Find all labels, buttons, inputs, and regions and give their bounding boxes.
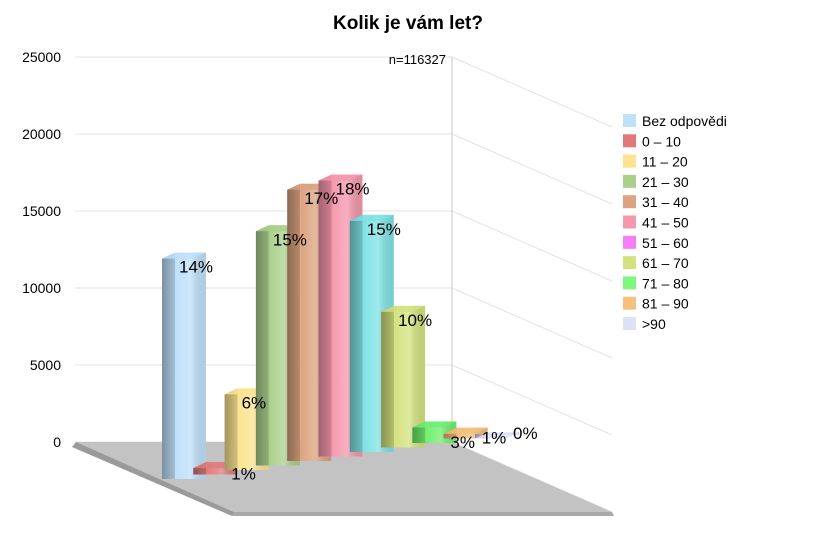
legend-swatch xyxy=(623,174,636,188)
legend-item: 21 – 30 xyxy=(623,174,689,190)
bar-top xyxy=(381,305,426,312)
bar xyxy=(443,427,488,439)
legend-item: 51 – 60 xyxy=(623,235,689,251)
bar-front-shade xyxy=(175,252,206,479)
legend-item: 41 – 50 xyxy=(623,215,689,231)
legend-swatch xyxy=(623,215,636,229)
bar-top xyxy=(318,174,363,181)
legend-label: 71 – 80 xyxy=(642,275,689,291)
legend-label: 41 – 50 xyxy=(642,215,689,231)
bar xyxy=(475,432,519,439)
legend-swatch xyxy=(623,296,636,310)
legend-swatch xyxy=(623,154,636,168)
legend-label: 0 – 10 xyxy=(642,133,681,149)
legend-swatch xyxy=(623,134,636,148)
bar-side-shade xyxy=(381,305,395,448)
bar-top xyxy=(349,214,394,221)
gridline-side xyxy=(451,210,613,282)
legend-label: 51 – 60 xyxy=(642,235,689,251)
legend-label: 11 – 20 xyxy=(642,154,688,170)
bar-side-shade xyxy=(349,214,363,452)
gridline-side xyxy=(451,133,613,205)
chart-title: Kolik je vám let? xyxy=(333,13,483,34)
data-label: 6% xyxy=(242,393,267,412)
bar-top xyxy=(443,427,488,434)
legend-item: 81 – 90 xyxy=(623,296,689,312)
y-tick-label: 0 xyxy=(53,434,61,450)
legend-label: 31 – 40 xyxy=(642,194,689,210)
data-label: 15% xyxy=(273,230,307,249)
data-label: 1% xyxy=(482,429,507,448)
floor-plane xyxy=(72,442,614,516)
bar-top xyxy=(475,432,519,439)
bars xyxy=(162,174,519,479)
bar-side-shade xyxy=(224,388,238,470)
legend-label: Bez odpovědi xyxy=(642,113,727,129)
legend-swatch xyxy=(623,235,636,249)
legend-label: >90 xyxy=(642,316,666,332)
data-label: 0% xyxy=(513,424,538,443)
legend-label: 21 – 30 xyxy=(642,174,689,190)
gridline-side xyxy=(451,364,613,436)
legend-item: 11 – 20 xyxy=(623,154,688,170)
bar-side-shade xyxy=(287,183,301,462)
y-tick-label: 25000 xyxy=(22,49,61,65)
legend-swatch xyxy=(623,114,636,127)
legend: Bez odpovědi 0 – 10 11 – 20 21 – 30 31 – 40 4… xyxy=(623,113,727,332)
bar-top xyxy=(162,252,206,259)
legend-item: 31 – 40 xyxy=(623,194,689,210)
legend-item: >90 xyxy=(623,316,666,332)
y-tick-label: 10000 xyxy=(22,280,61,296)
data-label: 17% xyxy=(304,189,338,208)
legend-label: 81 – 90 xyxy=(642,296,689,312)
bar xyxy=(381,305,426,448)
data-label: 14% xyxy=(179,258,213,277)
bar xyxy=(162,252,206,479)
data-label: 1% xyxy=(231,465,256,484)
gridline-side xyxy=(451,56,613,128)
sample-size-annotation: n=116327 xyxy=(389,52,446,67)
data-label: 18% xyxy=(336,180,370,199)
y-tick-label: 5000 xyxy=(30,357,61,373)
bar-side-shade xyxy=(162,252,175,479)
data-label: 10% xyxy=(398,311,432,330)
data-label: 3% xyxy=(450,433,475,452)
y-axis: 25000 20000 15000 10000 5000 0 xyxy=(22,49,61,450)
data-labels: 14% 1% 6% 15% 17%18% 15% 10% 3% 1% 0% xyxy=(179,180,538,484)
legend-swatch xyxy=(623,256,636,270)
bar-side-shade xyxy=(318,174,332,457)
legend-label: 61 – 70 xyxy=(642,255,689,271)
legend-item: Bez odpovědi xyxy=(623,113,727,129)
legend-swatch xyxy=(623,317,636,330)
bar-top xyxy=(412,421,457,428)
y-tick-label: 15000 xyxy=(22,203,61,219)
legend-swatch xyxy=(623,195,636,209)
legend-swatch xyxy=(623,276,636,290)
data-label: 15% xyxy=(367,220,401,239)
legend-item: 0 – 10 xyxy=(623,133,681,149)
legend-item: 61 – 70 xyxy=(623,255,689,271)
y-tick-label: 20000 xyxy=(22,126,61,142)
legend-item: 71 – 80 xyxy=(623,275,689,291)
bar-side-shade xyxy=(255,225,269,466)
gridline-side xyxy=(451,287,613,359)
bar-front-shade xyxy=(394,305,426,448)
